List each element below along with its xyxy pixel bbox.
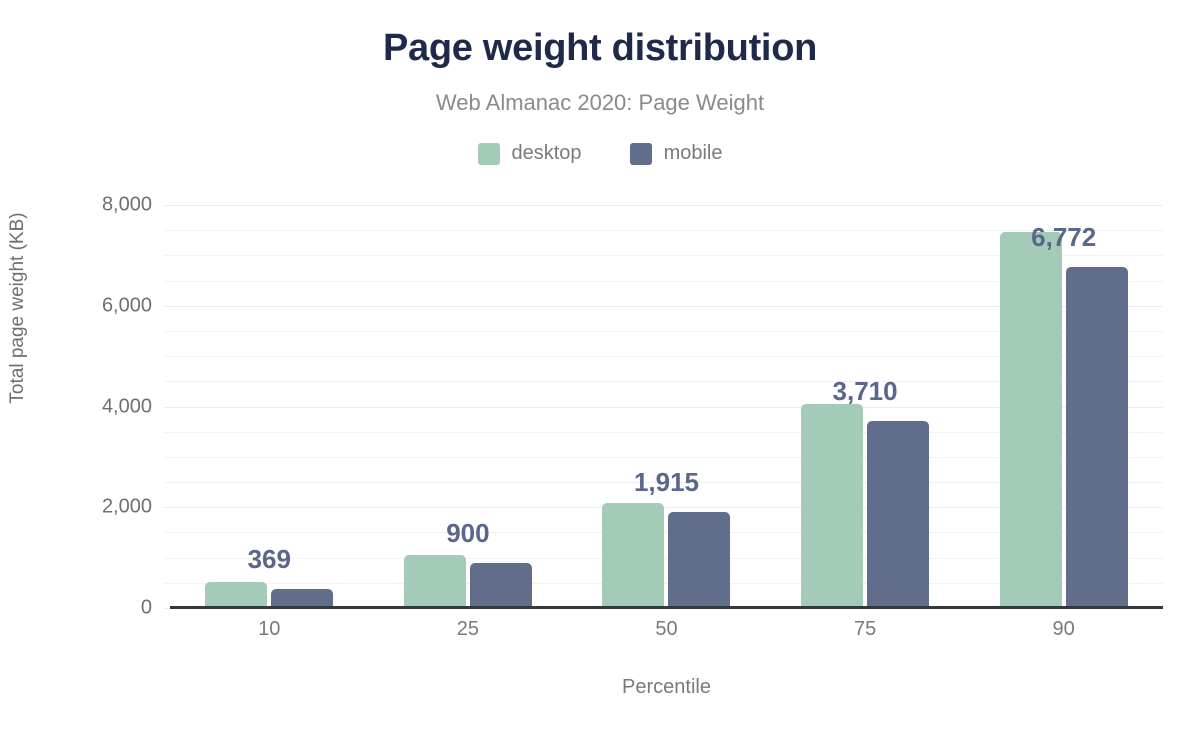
- bar-value-label: 900: [446, 517, 490, 548]
- bar-desktop[interactable]: [801, 403, 864, 608]
- y-tick-label: 0: [140, 596, 152, 619]
- x-axis-tick-labels: 10 25 50 75 90: [170, 618, 1163, 648]
- bar-value-label: 3,710: [832, 376, 898, 407]
- bar-value-label: 1,915: [633, 466, 700, 497]
- x-tick-label: 90: [1052, 618, 1075, 640]
- bar-desktop[interactable]: [999, 232, 1062, 608]
- legend-item-desktop[interactable]: desktop: [477, 142, 582, 165]
- legend-item-mobile[interactable]: mobile: [629, 142, 723, 165]
- legend-swatch-mobile: [629, 142, 652, 165]
- bars-layer: 369 900 1,915 3,710 6,772: [170, 205, 1163, 608]
- x-tick-label: 75: [853, 618, 877, 640]
- legend-label-mobile: mobile: [663, 142, 723, 164]
- bar-group: 3,710: [766, 205, 965, 608]
- bar-mobile[interactable]: [668, 511, 731, 608]
- bar-desktop[interactable]: [205, 582, 268, 608]
- bar-mobile[interactable]: [1065, 266, 1128, 608]
- bar-mobile[interactable]: [469, 562, 532, 608]
- y-axis-title: Total page weight (KB): [7, 212, 28, 404]
- bar-desktop[interactable]: [602, 502, 665, 608]
- y-tick-label: 6,000: [101, 294, 152, 317]
- y-axis-tick-labels: 0 2,000 4,000 6,000 8,000: [0, 0, 152, 742]
- chart-legend: desktop mobile: [0, 142, 1200, 165]
- y-tick-label: 4,000: [101, 395, 152, 417]
- x-axis-baseline: [170, 606, 1163, 609]
- y-tick-label: 8,000: [101, 193, 152, 216]
- bar-group: 369: [170, 205, 369, 608]
- bar-group: 1,915: [567, 205, 766, 608]
- bar-value-label: 6,772: [1031, 221, 1097, 252]
- x-axis-title: Percentile: [622, 676, 711, 698]
- x-tick-label: 10: [258, 618, 281, 640]
- bar-mobile[interactable]: [867, 421, 930, 608]
- legend-swatch-desktop: [477, 142, 500, 165]
- bar-group: 6,772: [964, 205, 1163, 608]
- legend-label-desktop: desktop: [511, 142, 582, 164]
- y-tick-label: 2,000: [101, 495, 152, 518]
- chart-subtitle: Web Almanac 2020: Page Weight: [435, 90, 765, 115]
- bar-desktop[interactable]: [403, 555, 466, 608]
- x-tick-label: 25: [456, 618, 480, 640]
- chart-title: Page weight distribution: [382, 27, 818, 69]
- bar-value-label: 369: [247, 544, 291, 575]
- bar-group: 900: [369, 205, 568, 608]
- bar-mobile[interactable]: [271, 589, 334, 608]
- x-tick-label: 50: [655, 618, 678, 640]
